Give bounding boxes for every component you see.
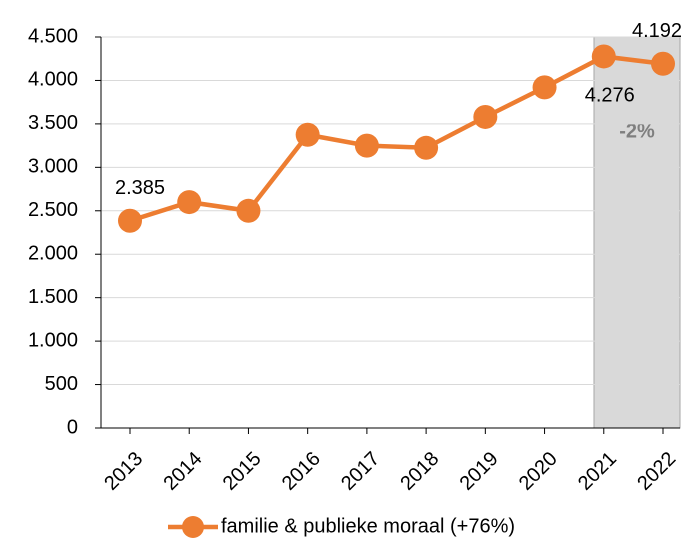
y-tick-label: 1.000 [28,329,78,351]
legend-label: familie & publieke moraal (+76%) [221,515,515,537]
y-tick-label: 500 [45,373,78,395]
x-tick-label: 2018 [396,448,443,495]
annotation: -2% [619,120,655,142]
x-tick-label: 2020 [515,448,562,495]
x-tick-label: 2013 [100,448,147,495]
value-label: 4.192 [632,20,682,42]
point [295,122,320,147]
x-tick-label: 2021 [574,448,621,495]
x-tick-label: 2015 [219,448,266,495]
point [414,135,439,160]
y-tick-label: 1.500 [28,286,78,308]
series-line [129,54,664,223]
x-tick-label: 2017 [337,448,384,495]
value-label: 4.276 [585,85,635,107]
point [236,198,261,223]
x-tick-label: 2014 [159,448,206,495]
point [473,104,498,129]
legend-marker [182,516,204,538]
point [354,133,379,158]
point [532,75,557,100]
y-tick-label: 3.000 [28,156,78,178]
y-tick-label: 0 [67,416,78,438]
x-tick-label: 2016 [278,448,325,495]
point [591,44,616,69]
y-tick-label: 3.500 [28,112,78,134]
point [651,51,675,76]
value-label: 2.385 [115,177,165,199]
x-tick-label: 2022 [633,448,680,495]
point [118,208,142,233]
highlight-box [593,36,681,429]
point [177,190,202,215]
y-tick-label: 2.500 [28,199,78,221]
y-tick-label: 4.500 [28,25,78,47]
y-tick-label: 4.000 [28,69,78,91]
x-tick-label: 2019 [456,448,503,495]
y-tick-label: 2.000 [28,243,78,265]
